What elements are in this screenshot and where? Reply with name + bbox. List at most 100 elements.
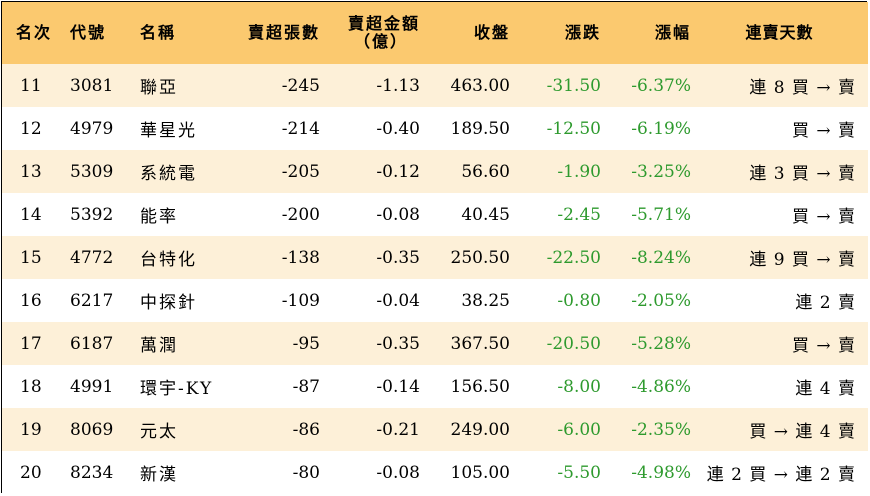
code-cell: 4772 (70, 247, 114, 268)
sell-lots-cell: -200 (281, 204, 320, 225)
streak-cell: 連 9 買 → 賣 (749, 250, 856, 270)
close-cell: 156.50 (450, 376, 510, 397)
change-cell: -6.00 (557, 419, 601, 440)
close-cell: 367.50 (450, 333, 510, 354)
pct-cell: -6.19% (631, 118, 691, 139)
code-cell: 8234 (70, 462, 114, 483)
rank-cell: 11 (20, 75, 42, 96)
table-row: 15 4772 台特化 -138 -0.35 250.50 -22.50 -8.… (2, 236, 868, 279)
rank-cell: 14 (20, 204, 42, 225)
pct-cell: -2.05% (631, 290, 691, 311)
pct-cell: -6.37% (631, 75, 691, 96)
rank-cell: 13 (20, 161, 42, 182)
name-cell: 環宇-KY (140, 379, 214, 399)
streak-cell: 連 2 買 → 連 2 賣 (706, 465, 856, 485)
sell-amount-cell: -0.21 (376, 419, 420, 440)
name-cell: 系統電 (140, 164, 197, 184)
sell-amount-cell: -0.40 (376, 118, 420, 139)
header-close: 收盤 (473, 23, 510, 42)
rank-cell: 20 (20, 462, 42, 483)
close-cell: 56.60 (461, 161, 510, 182)
rank-cell: 16 (20, 290, 42, 311)
streak-cell: 連 8 買 → 賣 (749, 78, 856, 98)
table-row: 14 5392 能率 -200 -0.08 40.45 -2.45 -5.71%… (2, 193, 868, 236)
sell-amount-cell: -0.04 (376, 290, 420, 311)
table-row: 12 4979 華星光 -214 -0.40 189.50 -12.50 -6.… (2, 107, 868, 150)
change-cell: -0.80 (557, 290, 601, 311)
table-row: 17 6187 萬潤 -95 -0.35 367.50 -20.50 -5.28… (2, 322, 868, 365)
streak-cell: 連 4 賣 (795, 379, 856, 399)
rank-cell: 17 (20, 333, 42, 354)
sell-amount-cell: -0.08 (376, 462, 420, 483)
change-cell: -20.50 (546, 333, 601, 354)
sell-lots-cell: -138 (281, 247, 320, 268)
header-name: 名稱 (140, 23, 177, 42)
name-cell: 元太 (140, 422, 178, 442)
header-pct: 漲幅 (654, 23, 691, 42)
streak-cell: 買 → 賣 (791, 336, 856, 356)
pct-cell: -5.28% (631, 333, 691, 354)
name-cell: 能率 (140, 207, 178, 227)
name-cell: 聯亞 (140, 78, 178, 98)
streak-cell: 買 → 賣 (791, 207, 856, 227)
name-cell: 華星光 (140, 121, 197, 141)
change-cell: -22.50 (546, 247, 601, 268)
code-cell: 6187 (70, 333, 114, 354)
header-sell-amount: 賣超金額 （億） (320, 2, 420, 64)
name-cell: 萬潤 (140, 336, 178, 356)
code-cell: 5309 (70, 161, 114, 182)
change-cell: -8.00 (557, 376, 601, 397)
rank-cell: 12 (20, 118, 42, 139)
pct-cell: -5.71% (631, 204, 691, 225)
rank-cell: 19 (20, 419, 42, 440)
close-cell: 38.25 (461, 290, 510, 311)
rank-cell: 15 (20, 247, 42, 268)
pct-cell: -2.35% (631, 419, 691, 440)
streak-cell: 連 2 賣 (795, 293, 856, 313)
rank-cell: 18 (20, 376, 42, 397)
header-streak: 連賣天數 (745, 23, 814, 42)
close-cell: 105.00 (450, 462, 510, 483)
change-cell: -12.50 (546, 118, 601, 139)
streak-cell: 買 → 連 4 賣 (749, 422, 856, 442)
streak-cell: 買 → 賣 (791, 121, 856, 141)
sell-lots-cell: -205 (281, 161, 320, 182)
sell-lots-cell: -87 (292, 376, 320, 397)
code-cell: 4979 (70, 118, 114, 139)
pct-cell: -3.25% (631, 161, 691, 182)
close-cell: 40.45 (461, 204, 510, 225)
pct-cell: -4.86% (631, 376, 691, 397)
sell-amount-cell: -0.08 (376, 204, 420, 225)
pct-cell: -4.98% (631, 462, 691, 483)
change-cell: -2.45 (557, 204, 601, 225)
change-cell: -5.50 (557, 462, 601, 483)
name-cell: 中探針 (140, 293, 197, 313)
header-sell-lots: 賣超張數 (247, 23, 320, 42)
table-row: 18 4991 環宇-KY -87 -0.14 156.50 -8.00 -4.… (2, 365, 868, 408)
code-cell: 4991 (70, 376, 114, 397)
sell-lots-cell: -245 (281, 75, 320, 96)
close-cell: 463.00 (450, 75, 510, 96)
close-cell: 249.00 (450, 419, 510, 440)
pct-cell: -8.24% (631, 247, 691, 268)
sell-lots-cell: -214 (281, 118, 320, 139)
table-row: 16 6217 中探針 -109 -0.04 38.25 -0.80 -2.05… (2, 279, 868, 322)
table-row: 11 3081 聯亞 -245 -1.13 463.00 -31.50 -6.3… (2, 64, 868, 107)
sell-amount-cell: -0.35 (376, 333, 420, 354)
streak-cell: 連 3 買 → 賣 (749, 164, 856, 184)
close-cell: 250.50 (450, 247, 510, 268)
header-sell-amount-line1: 賣超金額 (347, 14, 420, 33)
code-cell: 6217 (70, 290, 114, 311)
header-rank: 名次 (16, 23, 53, 42)
close-cell: 189.50 (450, 118, 510, 139)
table-row: 13 5309 系統電 -205 -0.12 56.60 -1.90 -3.25… (2, 150, 868, 193)
header-code: 代號 (70, 23, 107, 42)
code-cell: 8069 (70, 419, 114, 440)
sell-amount-cell: -1.13 (376, 75, 420, 96)
sell-lots-cell: -86 (292, 419, 320, 440)
code-cell: 3081 (70, 75, 114, 96)
table-header-row: 名次 代號 名稱 賣超張數 賣超金額 （億） 收盤 漲跌 漲幅 連賣天數 (2, 2, 868, 64)
change-cell: -31.50 (546, 75, 601, 96)
